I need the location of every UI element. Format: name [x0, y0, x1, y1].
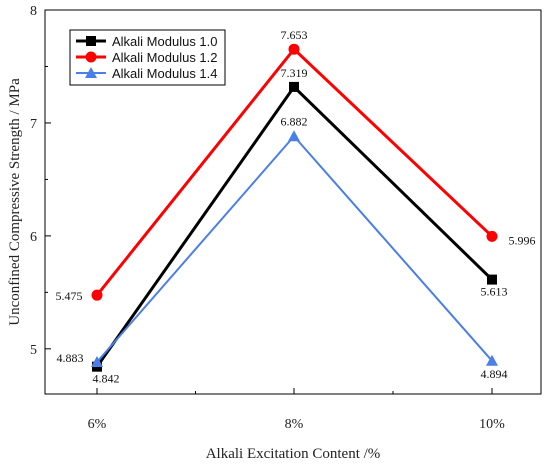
data-label: 4.842 [93, 372, 120, 386]
data-label: 7.653 [281, 28, 308, 42]
data-point [288, 130, 300, 142]
series-line [95, 84, 494, 368]
plot-frame [44, 9, 542, 395]
data-point [288, 43, 300, 55]
y-tick-label: 7 [30, 117, 37, 132]
data-label: 4.894 [481, 367, 508, 381]
data-label: 5.996 [509, 233, 536, 247]
data-label: 5.613 [481, 285, 508, 299]
x-axis-title: Alkali Excitation Content /% [206, 446, 381, 462]
series-line [96, 134, 493, 363]
data-point [486, 230, 498, 242]
legend-label: Alkali Modulus 1.2 [112, 50, 218, 65]
x-tick-label: 6% [88, 417, 107, 432]
y-tick-label: 8 [30, 4, 37, 19]
y-tick-label: 5 [30, 343, 37, 358]
y-tick-label: 6 [30, 230, 37, 245]
legend-label: Alkali Modulus 1.0 [112, 34, 218, 49]
legend-label: Alkali Modulus 1.4 [112, 66, 218, 81]
legend-marker [85, 67, 97, 78]
x-tick-label: 8% [285, 417, 304, 432]
data-point [91, 289, 103, 301]
data-label: 6.882 [281, 114, 308, 128]
data-label: 7.319 [281, 66, 308, 80]
y-axis-title: Unconfined Compressive Strength / MPa [7, 78, 23, 326]
data-label: 4.883 [57, 351, 84, 365]
legend-marker [85, 51, 97, 63]
data-point [487, 274, 497, 285]
data-label: 5.475 [56, 289, 83, 303]
data-point [91, 356, 103, 368]
data-point [486, 354, 498, 366]
legend-marker [86, 36, 96, 46]
x-tick-label: 10% [479, 417, 505, 432]
data-point [289, 81, 299, 92]
